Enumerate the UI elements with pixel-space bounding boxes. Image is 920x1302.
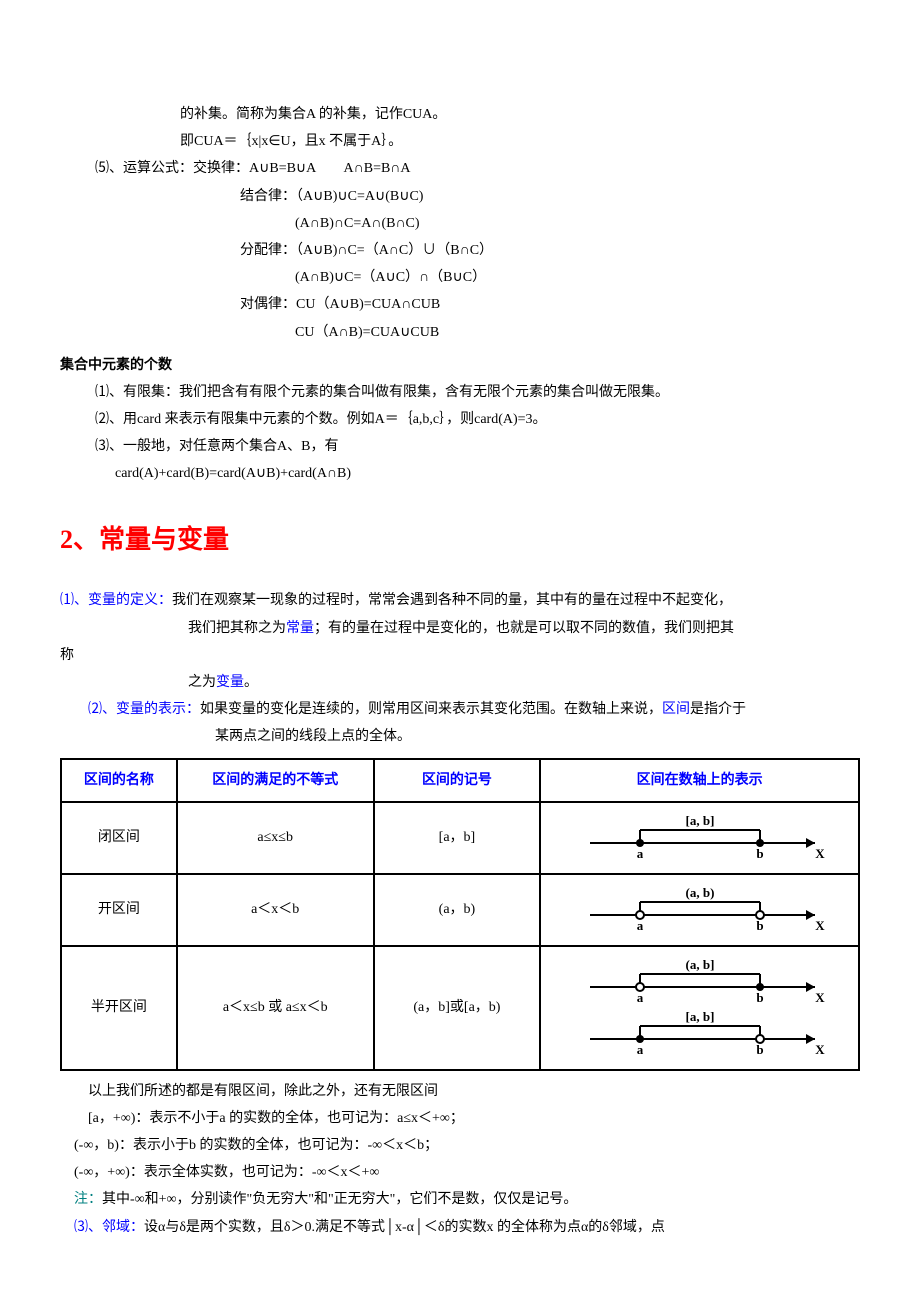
svg-text:X: X [815, 918, 825, 933]
svg-text:X: X [815, 846, 825, 861]
open-diagram: (a, b) a b X [540, 874, 859, 946]
infinite-a: [a，+∞)：表示不小于a 的实数的全体，也可记为：a≤x＜+∞； [60, 1106, 860, 1131]
commutative-law: 交换律：A∪B=B∪A A∩B=B∩A [193, 161, 411, 176]
var-repr-text1a: 如果变量的变化是连续的，则常用区间来表示其变化范围。在数轴上来说， [200, 702, 662, 717]
numberline-halfopen-2: [a, b] a b X [570, 1009, 830, 1059]
var-def-line1: ⑴、变量的定义：我们在观察某一现象的过程时，常常会遇到各种不同的量，其中有的量在… [60, 588, 860, 613]
demorgan-law-2: CU（A∩B)=CUA∪CUB [60, 320, 860, 345]
distributive-law-2: (A∩B)∪C=（A∪C）∩（B∪C） [60, 265, 860, 290]
var-repr-line1: ⑵、变量的表示：如果变量的变化是连续的，则常用区间来表示其变化范围。在数轴上来说… [60, 697, 860, 722]
constant-term: 常量 [286, 621, 314, 636]
laws-intro: ⑸、运算公式：交换律：A∪B=B∪A A∩B=B∩A [60, 156, 860, 181]
svg-text:[a, b]: [a, b] [685, 1009, 714, 1024]
var-def-text2a: 我们把其称之为 [188, 621, 286, 636]
open-ineq: a＜x＜b [177, 874, 374, 946]
note-label: 注： [74, 1192, 102, 1207]
card-def: ⑵、用card 来表示有限集中元素的个数。例如A＝｛a,b,c｝，则card(A… [60, 407, 860, 432]
associative-law-1: 结合律：（A∪B)∪C=A∪(B∪C) [60, 184, 860, 209]
var-def-line3: 称 [60, 643, 860, 668]
svg-text:b: b [756, 918, 763, 933]
var-def-line4: 之为变量。 [60, 670, 860, 695]
svg-text:b: b [756, 1042, 763, 1057]
var-repr-line2: 某两点之间的线段上点的全体。 [60, 724, 860, 749]
interval-table: 区间的名称 区间的满足的不等式 区间的记号 区间在数轴上的表示 闭区间 a≤x≤… [60, 758, 860, 1071]
neighborhood-text: 设α与δ是两个实数，且δ＞0.满足不等式│x-α│＜δ的实数x 的全体称为点α的… [144, 1220, 665, 1235]
var-def-text4a: 之为 [188, 675, 216, 690]
table-header-row: 区间的名称 区间的满足的不等式 区间的记号 区间在数轴上的表示 [61, 759, 859, 802]
table-row: 半开区间 a＜x≤b 或 a≤x＜b (a，b]或[a，b) (a, b] a … [61, 946, 859, 1070]
closed-notation: [a，b] [374, 802, 541, 874]
svg-text:[a, b]: [a, b] [685, 813, 714, 828]
card-general: ⑶、一般地，对任意两个集合A、B，有 [60, 434, 860, 459]
th-numberline: 区间在数轴上的表示 [540, 759, 859, 802]
svg-text:b: b [756, 846, 763, 861]
svg-text:b: b [756, 990, 763, 1005]
distributive-law-1: 分配律：（A∪B)∩C=（A∩C）∪（B∩C） [60, 238, 860, 263]
th-inequality: 区间的满足的不等式 [177, 759, 374, 802]
neighborhood-def: ⑶、邻域：设α与δ是两个实数，且δ＞0.满足不等式│x-α│＜δ的实数x 的全体… [60, 1215, 860, 1240]
associative-law-2: (A∩B)∩C=A∩(B∩C) [60, 211, 860, 236]
var-def-line2: 我们把其称之为常量；有的量在过程中是变化的，也就是可以取不同的数值，我们则把其 [60, 616, 860, 641]
halfopen-notation: (a，b]或[a，b) [374, 946, 541, 1070]
table-row: 闭区间 a≤x≤b [a，b] [a, b] a b X [61, 802, 859, 874]
svg-text:a: a [636, 990, 643, 1005]
closed-name: 闭区间 [61, 802, 177, 874]
open-name: 开区间 [61, 874, 177, 946]
halfopen-ineq: a＜x≤b 或 a≤x＜b [177, 946, 374, 1070]
var-def-text4b: 。 [244, 675, 258, 690]
note-infinity: 注：其中-∞和+∞，分别读作"负无穷大"和"正无穷大"，它们不是数，仅仅是记号。 [60, 1187, 860, 1212]
numberline-closed: [a, b] a b X [570, 813, 830, 863]
demorgan-law-1: 对偶律：CU（A∪B)=CUA∩CUB [60, 292, 860, 317]
open-notation: (a，b) [374, 874, 541, 946]
th-notation: 区间的记号 [374, 759, 541, 802]
section-2-title: 2、常量与变量 [60, 517, 860, 564]
table-row: 开区间 a＜x＜b (a，b) (a, b) a b X [61, 874, 859, 946]
note-text: 其中-∞和+∞，分别读作"负无穷大"和"正无穷大"，它们不是数，仅仅是记号。 [102, 1192, 577, 1207]
complement-line1: 的补集。简称为集合A 的补集，记作CUA。 [60, 102, 860, 127]
var-def-label: ⑴、变量的定义： [60, 593, 172, 608]
svg-text:X: X [815, 990, 825, 1005]
var-repr-label: ⑵、变量的表示： [88, 702, 200, 717]
var-def-text1: 我们在观察某一现象的过程时，常常会遇到各种不同的量，其中有的量在过程中不起变化， [172, 593, 732, 608]
svg-text:a: a [636, 846, 643, 861]
infinite-all: (-∞，+∞)：表示全体实数，也可记为：-∞＜x＜+∞ [60, 1160, 860, 1185]
svg-text:(a, b]: (a, b] [685, 957, 714, 972]
infinite-intro: 以上我们所述的都是有限区间，除此之外，还有无限区间 [60, 1079, 860, 1104]
var-def-text2b: ；有的量在过程中是变化的，也就是可以取不同的数值，我们则把其 [314, 621, 734, 636]
interval-term: 区间 [662, 702, 690, 717]
card-formula: card(A)+card(B)=card(A∪B)+card(A∩B) [60, 461, 860, 486]
count-title: 集合中元素的个数 [60, 353, 860, 378]
numberline-halfopen-1: (a, b] a b X [570, 957, 830, 1007]
svg-text:a: a [636, 1042, 643, 1057]
infinite-b: (-∞，b)：表示小于b 的实数的全体，也可记为：-∞＜x＜b； [60, 1133, 860, 1158]
svg-text:X: X [815, 1042, 825, 1057]
th-name: 区间的名称 [61, 759, 177, 802]
finite-set-def: ⑴、有限集：我们把含有有限个元素的集合叫做有限集，含有无限个元素的集合叫做无限集… [60, 380, 860, 405]
svg-text:a: a [636, 918, 643, 933]
svg-text:(a, b): (a, b) [685, 885, 714, 900]
halfopen-name: 半开区间 [61, 946, 177, 1070]
closed-ineq: a≤x≤b [177, 802, 374, 874]
halfopen-diagram: (a, b] a b X [a, b] [540, 946, 859, 1070]
laws-label: ⑸、运算公式： [95, 161, 193, 176]
variable-term: 变量 [216, 675, 244, 690]
numberline-open: (a, b) a b X [570, 885, 830, 935]
neighborhood-label: ⑶、邻域： [74, 1220, 144, 1235]
complement-line2: 即CUA＝｛x|x∈U，且x 不属于A｝。 [60, 129, 860, 154]
closed-diagram: [a, b] a b X [540, 802, 859, 874]
var-repr-text1b: 是指介于 [690, 702, 746, 717]
